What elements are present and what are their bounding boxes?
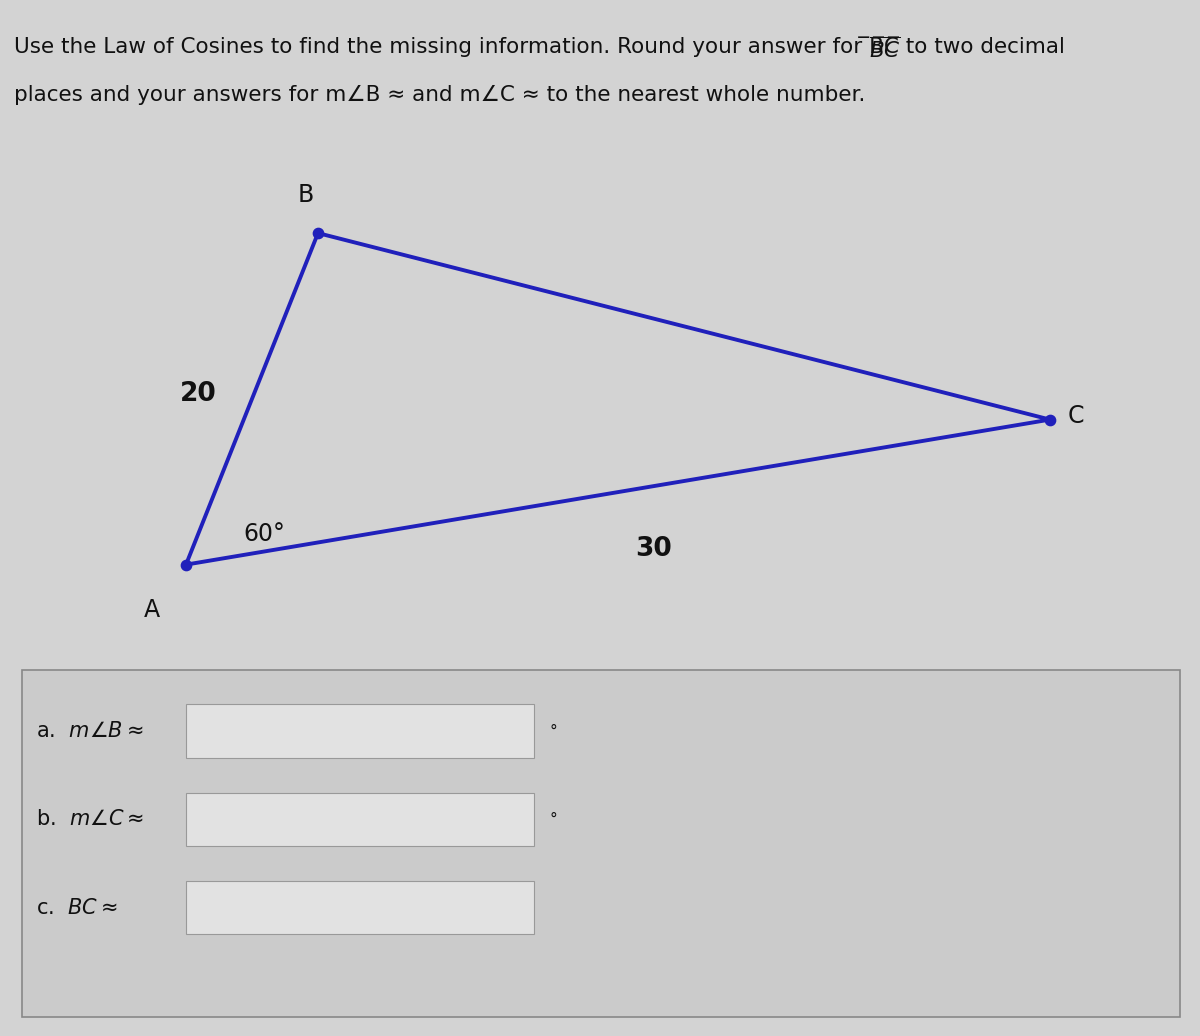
Text: °: ° xyxy=(550,724,557,739)
Text: c.  $BC\approx$: c. $BC\approx$ xyxy=(36,897,118,918)
Text: A: A xyxy=(144,598,160,622)
Text: °: ° xyxy=(550,812,557,827)
Point xyxy=(308,225,328,241)
Text: $\overline{BC}$: $\overline{BC}$ xyxy=(869,36,900,61)
Bar xyxy=(186,881,534,934)
Text: a.  $m\angle B\approx$: a. $m\angle B\approx$ xyxy=(36,721,144,742)
Point xyxy=(1040,411,1060,428)
Text: Use the Law of Cosines to find the missing information. Round your answer for ̅B: Use the Law of Cosines to find the missi… xyxy=(14,36,1066,57)
Bar xyxy=(22,670,1180,1017)
Text: 60°: 60° xyxy=(244,521,286,546)
Text: B: B xyxy=(298,183,314,207)
Bar xyxy=(186,793,534,846)
Text: b.  $m\angle C\approx$: b. $m\angle C\approx$ xyxy=(36,809,144,830)
Text: C: C xyxy=(1068,404,1085,429)
Text: 20: 20 xyxy=(180,380,216,407)
Text: places and your answers for m∠B ≈ and m∠C ≈ to the nearest whole number.: places and your answers for m∠B ≈ and m∠… xyxy=(14,85,865,105)
Bar xyxy=(186,704,534,758)
Point xyxy=(176,556,196,573)
Text: 30: 30 xyxy=(636,536,672,563)
